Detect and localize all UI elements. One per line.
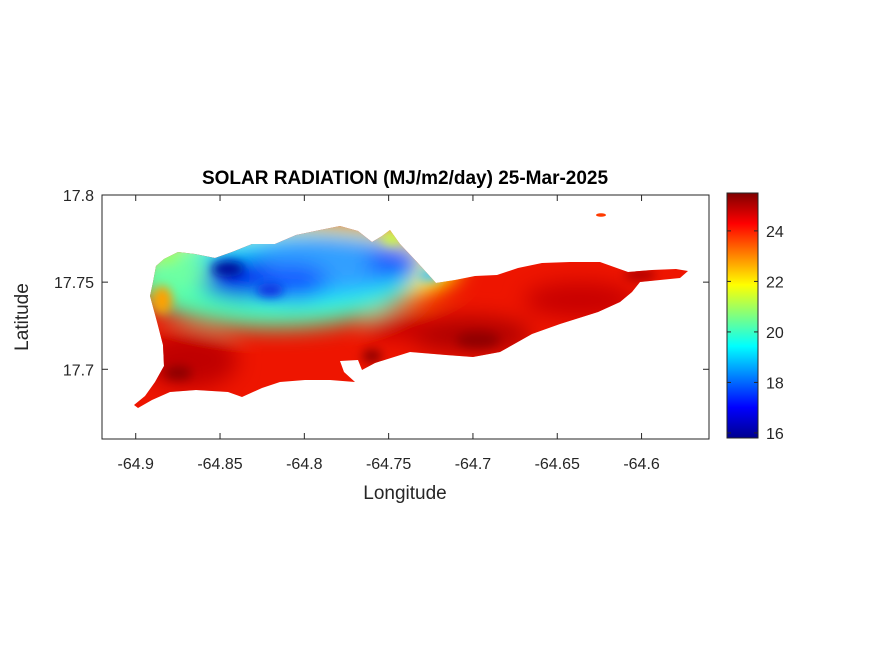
colorbar-ticks: 16 18 20 22 24 [727,224,784,443]
y-axis-ticks: 17.8 17.75 17.7 [54,188,709,379]
y-tick-label: 17.7 [63,362,94,379]
y-tick-label: 17.75 [54,275,94,292]
chart-title: SOLAR RADIATION (MJ/m2/day) 25-Mar-2025 [202,168,609,189]
x-axis-ticks: -64.9 -64.85 -64.8 -64.75 -64.7 -64.65 -64.6 [117,195,660,473]
x-tick-label: -64.8 [286,456,323,473]
solar-radiation-field [134,226,688,408]
colorbar-tick-label: 22 [766,274,784,291]
colorbar-tick-label: 16 [766,426,784,443]
x-tick-label: -64.75 [366,456,411,473]
x-tick-label: -64.85 [197,456,242,473]
x-tick-label: -64.7 [455,456,492,473]
colorbar-tick-label: 20 [766,325,784,342]
x-tick-label: -64.65 [535,456,580,473]
x-tick-label: -64.6 [623,456,660,473]
x-axis-label: Longitude [363,483,446,504]
x-tick-label: -64.9 [117,456,154,473]
colorbar-tick-label: 24 [766,224,784,241]
colorbar [726,192,759,439]
y-tick-label: 17.8 [63,188,94,205]
colorbar-tick-label: 18 [766,375,784,392]
y-axis-label: Latitude [12,283,33,351]
islet-marker [596,213,606,217]
